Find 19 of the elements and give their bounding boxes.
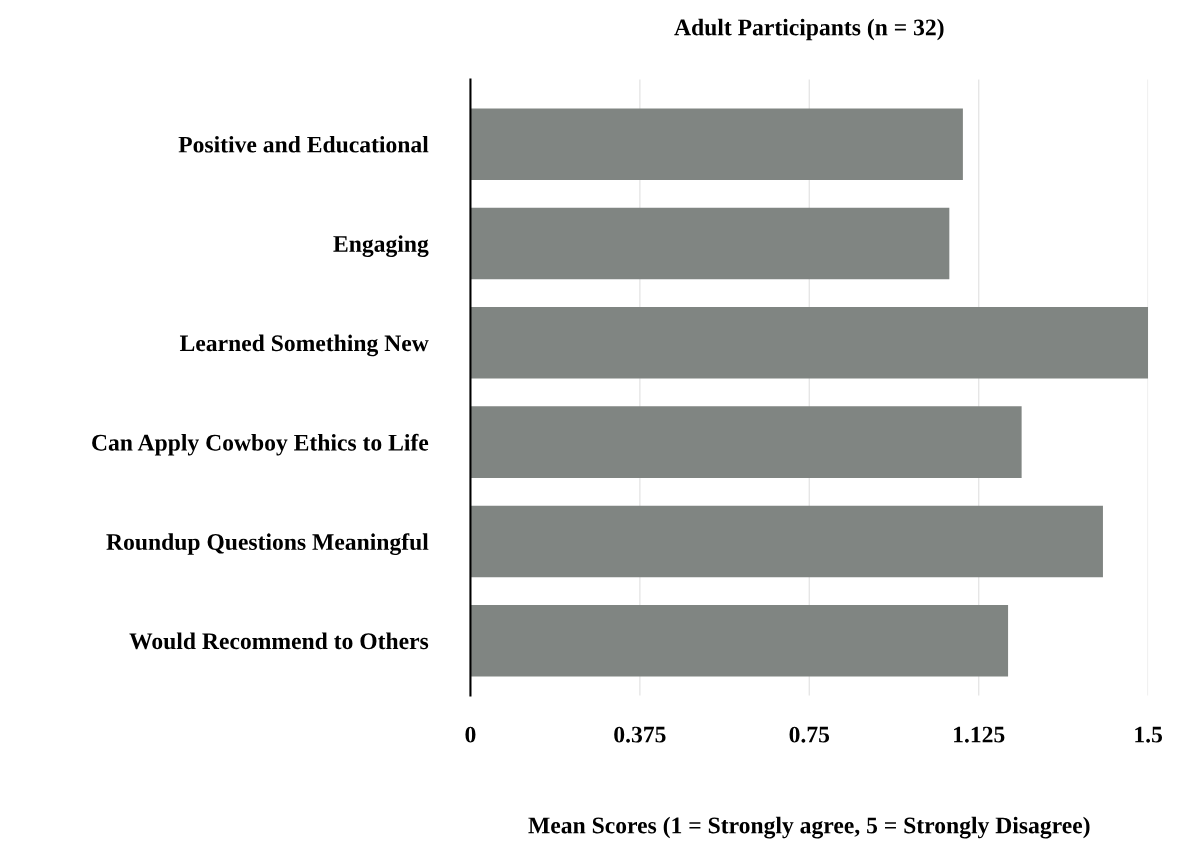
bar (470, 207, 950, 280)
x-tick-label: 0.75 (789, 726, 830, 743)
y-tick-label: Positive and Educational (178, 135, 429, 153)
bar (470, 605, 1009, 677)
y-tick-label: Roundup Questions Meaningful (106, 533, 429, 555)
bar (470, 108, 963, 180)
bar (470, 406, 1022, 478)
x-tick-label: 0.375 (614, 726, 666, 743)
bar (470, 505, 1103, 578)
x-tick-label: 0 (465, 726, 476, 743)
y-tick-label: Engaging (333, 235, 429, 257)
x-axis-title: Mean Scores (1 = Strongly agree, 5 = Strongly Disagree) (528, 816, 1090, 839)
chart-title: Adult Participants (n = 32) (674, 18, 944, 41)
y-tick-label: Learned Something New (179, 334, 429, 357)
x-tick-label: 1.125 (954, 726, 1005, 743)
y-tick-label: Would Recommend to Others (129, 632, 429, 650)
y-tick-label: Can Apply Cowboy Ethics to Life (92, 433, 429, 456)
x-tick-label: 1.5 (1135, 726, 1163, 743)
bar (470, 307, 1149, 379)
